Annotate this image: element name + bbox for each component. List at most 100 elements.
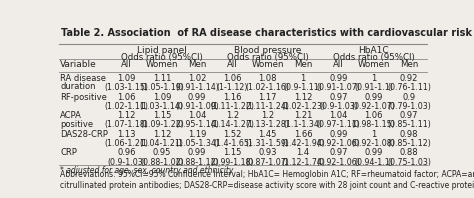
Text: 1.4: 1.4 bbox=[296, 148, 310, 157]
Text: (1.03-1.15): (1.03-1.15) bbox=[105, 83, 148, 92]
Text: duration: duration bbox=[60, 82, 96, 91]
Text: 1.12: 1.12 bbox=[153, 130, 171, 139]
Text: (1.03-1.14): (1.03-1.14) bbox=[140, 102, 184, 111]
Text: (1.13-1.28): (1.13-1.28) bbox=[246, 120, 290, 129]
Text: 1.04: 1.04 bbox=[329, 111, 347, 120]
Text: * adjusted for age, sex, country and ethnicity: * adjusted for age, sex, country and eth… bbox=[60, 166, 234, 175]
Text: (0.97-1.11): (0.97-1.11) bbox=[317, 120, 360, 129]
Text: (1.02-1.11): (1.02-1.11) bbox=[105, 102, 148, 111]
Text: (0.92-1.06): (0.92-1.06) bbox=[317, 139, 360, 148]
Text: Men: Men bbox=[188, 60, 206, 69]
Text: 1.17: 1.17 bbox=[258, 93, 277, 102]
Text: 0.9: 0.9 bbox=[402, 93, 416, 102]
Text: Abbreviations: 95%CI=95% Confidence Interval; HbA1C= Hemoglobin A1C; RF=rheumato: Abbreviations: 95%CI=95% Confidence Inte… bbox=[60, 170, 474, 190]
Text: (1.11-1.22): (1.11-1.22) bbox=[210, 102, 255, 111]
Text: (0.99-1.18): (0.99-1.18) bbox=[210, 158, 254, 167]
Text: 1.04: 1.04 bbox=[188, 111, 206, 120]
Text: Lipid panel: Lipid panel bbox=[137, 46, 187, 55]
Text: (0.9-1.03): (0.9-1.03) bbox=[319, 102, 358, 111]
Text: 0.97: 0.97 bbox=[329, 148, 347, 157]
Text: All: All bbox=[333, 60, 344, 69]
Text: (1.14-1.27): (1.14-1.27) bbox=[210, 120, 255, 129]
Text: 1.15: 1.15 bbox=[223, 148, 242, 157]
Text: positive: positive bbox=[60, 120, 93, 129]
Text: (0.91-1.07): (0.91-1.07) bbox=[317, 83, 360, 92]
Text: 0.96: 0.96 bbox=[117, 148, 136, 157]
Text: (0.9-1.11): (0.9-1.11) bbox=[283, 83, 322, 92]
Text: 0.99: 0.99 bbox=[188, 93, 206, 102]
Text: (0.85-1.12): (0.85-1.12) bbox=[387, 139, 431, 148]
Text: (1.06-1.21): (1.06-1.21) bbox=[105, 139, 148, 148]
Text: 0.99: 0.99 bbox=[329, 74, 347, 83]
Text: (0.92-1.06): (0.92-1.06) bbox=[317, 158, 360, 167]
Text: Odds ratio (95%CI): Odds ratio (95%CI) bbox=[121, 53, 203, 63]
Text: (0.95-1.14): (0.95-1.14) bbox=[175, 120, 219, 129]
Text: Women: Women bbox=[357, 60, 390, 69]
Text: 1.13: 1.13 bbox=[117, 130, 136, 139]
Text: 0.95: 0.95 bbox=[153, 148, 171, 157]
Text: (1.4-1.65): (1.4-1.65) bbox=[213, 139, 252, 148]
Text: (1.31-1.59): (1.31-1.59) bbox=[246, 139, 290, 148]
Text: 0.92: 0.92 bbox=[400, 74, 418, 83]
Text: 0.99: 0.99 bbox=[365, 148, 383, 157]
Text: 0.93: 0.93 bbox=[258, 148, 277, 157]
Text: 1.2: 1.2 bbox=[261, 111, 274, 120]
Text: 1.06: 1.06 bbox=[117, 93, 136, 102]
Text: 1.52: 1.52 bbox=[223, 130, 242, 139]
Text: (1.05-1.34): (1.05-1.34) bbox=[175, 139, 219, 148]
Text: Variable: Variable bbox=[60, 60, 97, 69]
Text: Odds ratio (95%CI): Odds ratio (95%CI) bbox=[333, 53, 415, 63]
Text: (0.9-1.03): (0.9-1.03) bbox=[107, 158, 146, 167]
Text: (1-1.12): (1-1.12) bbox=[217, 83, 248, 92]
Text: HbA1C: HbA1C bbox=[358, 46, 389, 55]
Text: 1: 1 bbox=[371, 130, 376, 139]
Text: (1.1-1.34): (1.1-1.34) bbox=[283, 120, 322, 129]
Text: 1.45: 1.45 bbox=[258, 130, 277, 139]
Text: (0.94-1.1): (0.94-1.1) bbox=[354, 158, 393, 167]
Text: (1.07-1.18): (1.07-1.18) bbox=[105, 120, 148, 129]
Text: 1.12: 1.12 bbox=[117, 111, 136, 120]
Text: (1.04-1.21): (1.04-1.21) bbox=[140, 139, 184, 148]
Text: ACPA: ACPA bbox=[60, 111, 82, 120]
Text: (0.91-1.14): (0.91-1.14) bbox=[175, 83, 219, 92]
Text: Men: Men bbox=[400, 60, 418, 69]
Text: 0.99: 0.99 bbox=[365, 93, 383, 102]
Text: 1.21: 1.21 bbox=[294, 111, 312, 120]
Text: 1.02: 1.02 bbox=[188, 74, 206, 83]
Text: 1.66: 1.66 bbox=[294, 130, 312, 139]
Text: (0.91-1.1): (0.91-1.1) bbox=[354, 83, 393, 92]
Text: (0.75-1.03): (0.75-1.03) bbox=[387, 158, 431, 167]
Text: 0.98: 0.98 bbox=[400, 130, 418, 139]
Text: 1.19: 1.19 bbox=[188, 130, 206, 139]
Text: 1: 1 bbox=[301, 74, 306, 83]
Text: RF-positive: RF-positive bbox=[60, 93, 107, 102]
Text: (0.87-1.07): (0.87-1.07) bbox=[246, 158, 290, 167]
Text: 1.06: 1.06 bbox=[223, 74, 242, 83]
Text: 1.09: 1.09 bbox=[117, 74, 136, 83]
Text: (0.92-1.08): (0.92-1.08) bbox=[352, 139, 395, 148]
Text: Men: Men bbox=[294, 60, 312, 69]
Text: 1.15: 1.15 bbox=[153, 111, 171, 120]
Text: 1.16: 1.16 bbox=[223, 93, 242, 102]
Text: All: All bbox=[121, 60, 132, 69]
Text: (0.85-1.11): (0.85-1.11) bbox=[387, 120, 431, 129]
Text: Women: Women bbox=[252, 60, 284, 69]
Text: 1: 1 bbox=[371, 74, 376, 83]
Text: Table 2. Association  of RA disease characteristics with cardiovascular risk fac: Table 2. Association of RA disease chara… bbox=[61, 28, 474, 38]
Text: All: All bbox=[227, 60, 238, 69]
Text: CRP: CRP bbox=[60, 148, 77, 157]
Text: (1.42-1.94): (1.42-1.94) bbox=[281, 139, 325, 148]
Text: (1.05-1.19): (1.05-1.19) bbox=[140, 83, 184, 92]
Text: (1.09-1.22): (1.09-1.22) bbox=[140, 120, 184, 129]
Text: Odds ratio (95%CI): Odds ratio (95%CI) bbox=[227, 53, 309, 63]
Text: 1.2: 1.2 bbox=[226, 111, 239, 120]
Text: (1.11-1.24): (1.11-1.24) bbox=[246, 102, 290, 111]
Text: 0.97: 0.97 bbox=[329, 93, 347, 102]
Text: (0.79-1.03): (0.79-1.03) bbox=[387, 102, 431, 111]
Text: 1.09: 1.09 bbox=[153, 93, 171, 102]
Text: 1.12: 1.12 bbox=[294, 93, 312, 102]
Text: Blood pressure: Blood pressure bbox=[234, 46, 301, 55]
Text: (1.02-1.16): (1.02-1.16) bbox=[246, 83, 290, 92]
Text: (0.98-1.15): (0.98-1.15) bbox=[352, 120, 395, 129]
Text: (0.88-1.12): (0.88-1.12) bbox=[175, 158, 219, 167]
